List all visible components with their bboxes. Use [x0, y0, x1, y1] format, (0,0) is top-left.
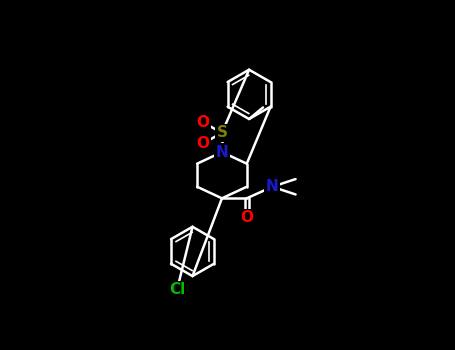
Text: N: N: [266, 179, 279, 194]
Text: Cl: Cl: [169, 282, 185, 298]
Text: S: S: [217, 125, 228, 140]
Text: O: O: [196, 136, 209, 151]
Text: N: N: [216, 145, 228, 160]
Text: O: O: [196, 114, 209, 130]
Text: O: O: [240, 210, 253, 225]
